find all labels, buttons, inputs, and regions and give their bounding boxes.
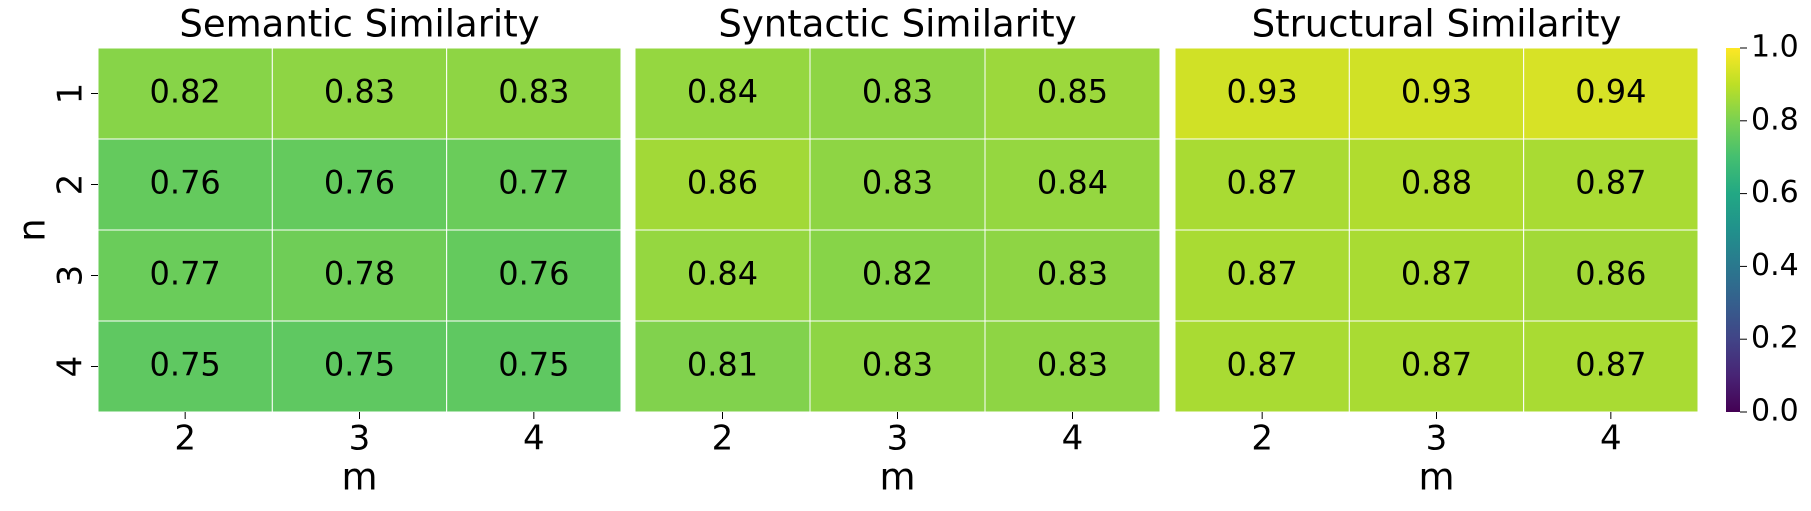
heatmap-cell <box>271 229 448 322</box>
cell-label: 0.83 <box>862 346 933 384</box>
cell-label: 0.94 <box>1575 73 1646 111</box>
cell-label: 0.75 <box>324 346 395 384</box>
cell-label: 0.83 <box>324 73 395 111</box>
cell-label: 0.87 <box>1401 346 1472 384</box>
heatmap-cell <box>271 47 448 140</box>
x-tick-label: 4 <box>523 419 545 459</box>
x-tick-label: 4 <box>1062 419 1084 459</box>
y-tick-label: 3 <box>51 265 91 287</box>
cell-label: 0.81 <box>687 346 758 384</box>
cell-label: 0.77 <box>498 164 569 202</box>
cell-label: 0.76 <box>498 255 569 293</box>
heatmap-cell <box>984 47 1161 140</box>
cell-label: 0.84 <box>687 255 758 293</box>
x-axis-label: m <box>879 456 915 499</box>
x-tick-label: 2 <box>174 419 196 459</box>
cell-label: 0.93 <box>1401 73 1472 111</box>
colorbar-tick-label: 0.4 <box>1751 248 1799 283</box>
x-tick-label: 2 <box>1251 419 1273 459</box>
heatmap-cell <box>984 229 1161 322</box>
colorbar-tick-label: 0.8 <box>1751 102 1799 137</box>
cell-label: 0.82 <box>862 255 933 293</box>
x-tick-label: 3 <box>349 419 371 459</box>
heatmap-cell <box>984 138 1161 231</box>
heatmap-cell <box>446 47 622 140</box>
x-tick-label: 2 <box>712 419 734 459</box>
panel-title: Syntactic Similarity <box>718 3 1076 46</box>
heatmap-cell <box>809 320 986 413</box>
cell-label: 0.77 <box>150 255 221 293</box>
cell-label: 0.87 <box>1227 346 1298 384</box>
x-axis-label: m <box>1418 456 1454 499</box>
heatmap-cell <box>634 320 811 413</box>
cell-label: 0.86 <box>687 164 758 202</box>
heatmap-cell <box>1174 47 1350 140</box>
cell-label: 0.75 <box>150 346 221 384</box>
heatmap-cell <box>446 138 622 231</box>
heatmap-cell <box>1348 47 1525 140</box>
cell-label: 0.87 <box>1227 255 1298 293</box>
heatmap-cell <box>1523 47 1699 140</box>
y-tick-label: 1 <box>51 83 91 105</box>
x-tick-label: 3 <box>1426 419 1448 459</box>
cell-label: 0.82 <box>150 73 221 111</box>
heatmap-cell <box>1174 138 1350 231</box>
panel-title: Semantic Similarity <box>179 3 539 46</box>
heatmap-cell <box>97 320 273 413</box>
cell-label: 0.76 <box>324 164 395 202</box>
heatmap-cell <box>1174 320 1350 413</box>
heatmap-cell <box>1523 320 1699 413</box>
x-tick-label: 4 <box>1600 419 1622 459</box>
cell-label: 0.87 <box>1227 164 1298 202</box>
cell-label: 0.76 <box>150 164 221 202</box>
y-tick-label: 2 <box>51 174 91 196</box>
cell-label: 0.78 <box>324 255 395 293</box>
cell-label: 0.86 <box>1575 255 1646 293</box>
heatmap-cell <box>271 138 448 231</box>
colorbar-tick-label: 0.2 <box>1751 321 1799 356</box>
colorbar-tick-label: 0.6 <box>1751 175 1799 210</box>
heatmap-cell <box>984 320 1161 413</box>
colorbar <box>1726 48 1740 412</box>
cell-label: 0.85 <box>1037 73 1108 111</box>
y-axis-label: n <box>11 218 54 241</box>
heatmap-cell <box>809 229 986 322</box>
heatmap-cell <box>97 138 273 231</box>
x-tick-label: 3 <box>887 419 909 459</box>
cell-label: 0.84 <box>1037 164 1108 202</box>
cell-label: 0.87 <box>1401 255 1472 293</box>
heatmap-cell <box>1523 138 1699 231</box>
cell-label: 0.88 <box>1401 164 1472 202</box>
heatmap-cell <box>446 320 622 413</box>
cell-label: 0.93 <box>1227 73 1298 111</box>
heatmap-cell <box>1348 138 1525 231</box>
cell-label: 0.83 <box>1037 255 1108 293</box>
cell-label: 0.83 <box>1037 346 1108 384</box>
heatmap-cell <box>809 47 986 140</box>
colorbar-tick-label: 1.0 <box>1751 30 1799 65</box>
heatmap-cell <box>634 47 811 140</box>
heatmap-cell <box>809 138 986 231</box>
heatmap-cell <box>634 229 811 322</box>
y-tick-label: 4 <box>51 356 91 378</box>
cell-label: 0.83 <box>498 73 569 111</box>
x-axis-label: m <box>341 456 377 499</box>
heatmap-cell <box>1523 229 1699 322</box>
cell-label: 0.83 <box>862 73 933 111</box>
cell-label: 0.83 <box>862 164 933 202</box>
cell-label: 0.75 <box>498 346 569 384</box>
cell-label: 0.87 <box>1575 164 1646 202</box>
cell-label: 0.84 <box>687 73 758 111</box>
cell-label: 0.87 <box>1575 346 1646 384</box>
heatmap-cell <box>97 47 273 140</box>
panel-title: Structural Similarity <box>1252 3 1622 46</box>
colorbar-tick-label: 0.0 <box>1751 394 1799 429</box>
heatmap-cell <box>634 138 811 231</box>
